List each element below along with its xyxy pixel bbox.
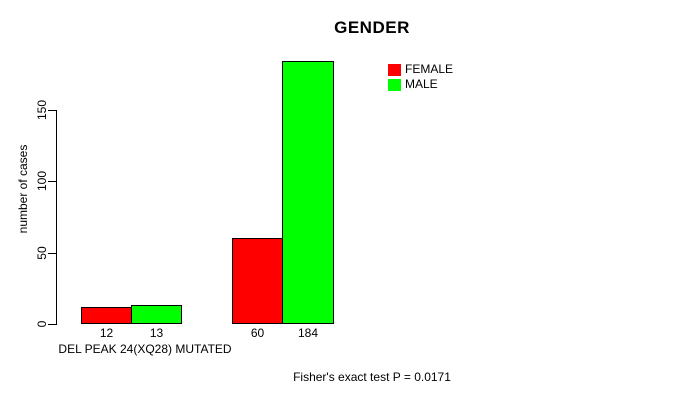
bar-value-label: 12 <box>99 326 114 340</box>
stat-annotation: Fisher's exact test P = 0.0171 <box>293 370 451 384</box>
y-tick-mark-50 <box>48 253 57 254</box>
legend-swatch-male <box>388 78 401 91</box>
legend-label-male: MALE <box>405 77 438 91</box>
legend-swatch-female <box>388 63 401 76</box>
bar-female-mutated <box>81 307 132 324</box>
y-axis-line <box>56 110 57 325</box>
legend-item-male: MALE <box>388 77 453 92</box>
y-tick-mark-100 <box>48 181 57 182</box>
y-tick-label-50: 50 <box>35 246 49 260</box>
bar-male-mutated <box>131 305 182 324</box>
y-tick-mark-150 <box>48 110 57 111</box>
legend-label-female: FEMALE <box>405 62 454 76</box>
y-tick-label-100: 100 <box>35 170 49 192</box>
legend: FEMALE MALE <box>388 62 453 92</box>
y-tick-label-150: 150 <box>35 99 49 121</box>
bar-female-group2 <box>232 238 283 324</box>
y-axis-label: number of cases <box>16 144 30 234</box>
legend-item-female: FEMALE <box>388 62 453 77</box>
bar-value-label: 13 <box>149 326 164 340</box>
y-tick-label-0: 0 <box>35 320 49 328</box>
y-tick-mark-0 <box>48 324 57 325</box>
bar-value-label: 60 <box>250 326 265 340</box>
x-group-label: DEL PEAK 24(XQ28) MUTATED <box>58 342 232 356</box>
bar-value-label: 184 <box>297 326 319 340</box>
chart-title: GENDER <box>334 18 410 37</box>
bar-male-group2 <box>282 61 334 324</box>
